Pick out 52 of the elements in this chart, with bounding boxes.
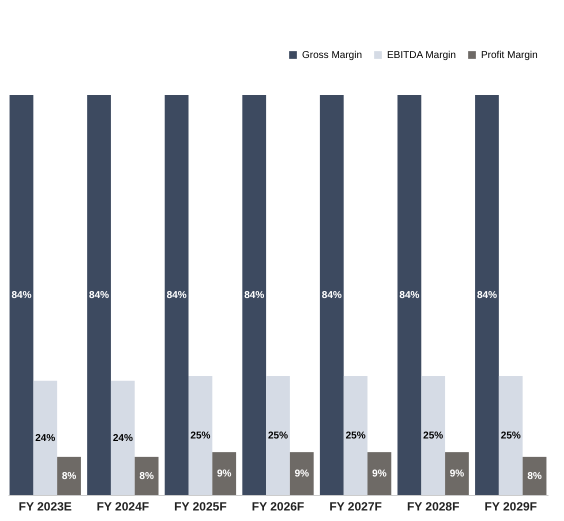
data-label: 84% bbox=[244, 290, 264, 301]
data-label: 25% bbox=[190, 430, 211, 442]
bar bbox=[498, 376, 523, 495]
x-tick-label: FY 2027F bbox=[329, 500, 382, 514]
bar bbox=[344, 376, 368, 495]
bar bbox=[57, 456, 81, 495]
bar bbox=[397, 95, 422, 495]
bar bbox=[212, 452, 236, 495]
bar bbox=[367, 452, 392, 495]
legend-label: Gross Margin bbox=[302, 50, 362, 61]
bar bbox=[10, 95, 34, 495]
bar bbox=[87, 95, 111, 495]
bar bbox=[522, 456, 546, 495]
data-label: 84% bbox=[476, 290, 498, 301]
data-label: 24% bbox=[112, 432, 133, 444]
legend-label: EBITDA Margin bbox=[387, 50, 456, 61]
data-label: 84% bbox=[399, 290, 420, 301]
data-label: 84% bbox=[11, 290, 32, 301]
data-label: 9% bbox=[372, 468, 387, 480]
data-label: 9% bbox=[216, 468, 232, 480]
bar bbox=[110, 380, 135, 495]
data-label: 9% bbox=[450, 468, 464, 480]
x-tick-label: FY 2029F bbox=[484, 500, 537, 514]
bar bbox=[242, 95, 266, 495]
data-label: 25% bbox=[423, 430, 444, 442]
data-label: 84% bbox=[322, 290, 342, 301]
bar bbox=[320, 95, 344, 495]
bar bbox=[475, 95, 499, 495]
bar bbox=[266, 376, 290, 495]
bar bbox=[421, 376, 446, 495]
bar bbox=[290, 452, 314, 495]
bar bbox=[134, 456, 159, 495]
data-label: 84% bbox=[166, 290, 187, 301]
bar bbox=[33, 380, 58, 495]
data-label: 25% bbox=[500, 430, 521, 442]
bar bbox=[188, 376, 212, 495]
data-label: 25% bbox=[268, 430, 288, 442]
data-label: 24% bbox=[35, 432, 56, 444]
data-label: 9% bbox=[294, 468, 310, 480]
x-tick-label: FY 2024F bbox=[96, 500, 150, 514]
x-tick-label: FY 2023E bbox=[18, 500, 72, 514]
x-tick-label: FY 2028F bbox=[406, 500, 460, 514]
data-label: 8% bbox=[139, 470, 154, 482]
bar bbox=[164, 95, 189, 495]
data-label: 8% bbox=[527, 470, 542, 482]
x-tick-label: FY 2025F bbox=[174, 500, 227, 514]
x-tick-label: FY 2026F bbox=[252, 500, 304, 514]
data-label: 84% bbox=[89, 290, 110, 301]
legend-label: Profit Margin bbox=[481, 50, 538, 61]
data-label: 8% bbox=[62, 470, 76, 482]
bar bbox=[445, 452, 469, 495]
data-label: 25% bbox=[346, 430, 366, 442]
